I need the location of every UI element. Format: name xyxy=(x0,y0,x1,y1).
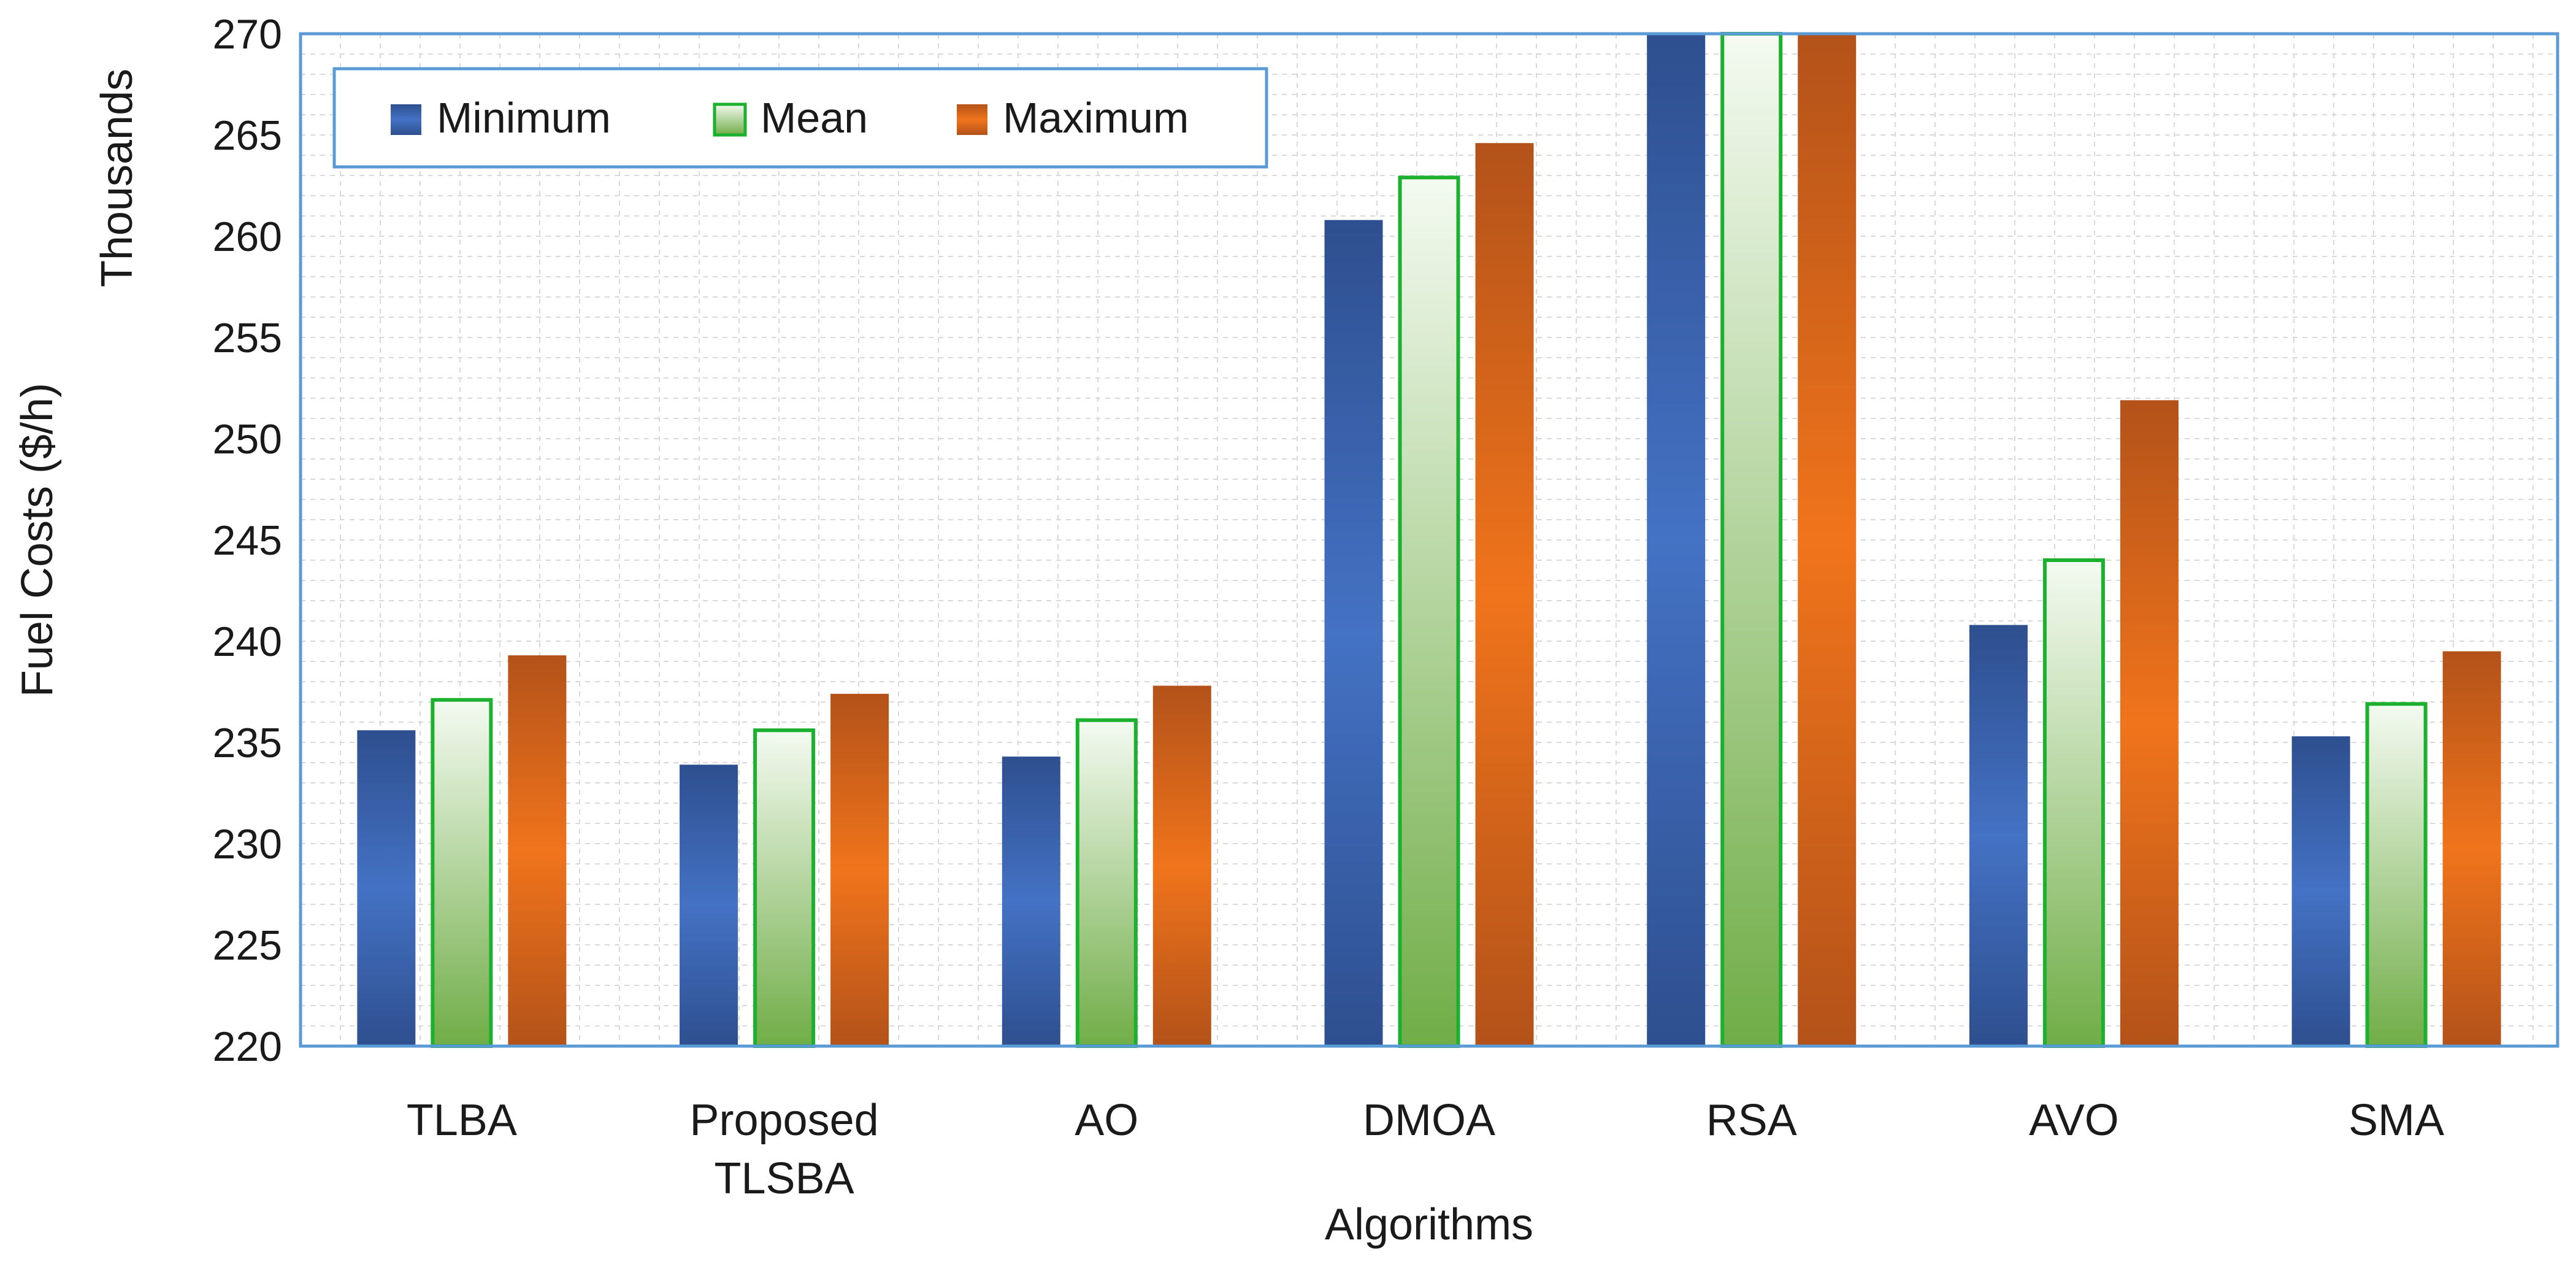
bar-minimum[interactable] xyxy=(2291,736,2350,1046)
x-axis-title: Algorithms xyxy=(1325,1200,1533,1249)
bar-maximum[interactable] xyxy=(1798,34,1857,1046)
legend-swatch xyxy=(957,104,987,135)
bar-maximum[interactable] xyxy=(2120,400,2179,1046)
bar-mean[interactable] xyxy=(1720,32,1783,1048)
y-tick-label: 265 xyxy=(213,112,282,159)
bar-group xyxy=(1647,32,1857,1048)
bar-group xyxy=(1324,143,1534,1048)
legend-swatch xyxy=(391,104,421,135)
legend-item-mean[interactable]: Mean xyxy=(713,94,868,142)
bar-mean[interactable] xyxy=(1075,718,1138,1048)
bar-maximum[interactable] xyxy=(830,693,889,1046)
legend-item-maximum[interactable]: Maximum xyxy=(957,94,1189,142)
bar-group xyxy=(680,693,889,1048)
x-tick-label: Proposed TLSBA xyxy=(689,1096,878,1203)
bars xyxy=(357,32,2501,1049)
bar-mean[interactable] xyxy=(2365,702,2428,1049)
y-tick-label: 260 xyxy=(213,214,282,260)
bar-group xyxy=(1969,400,2179,1048)
plot-frame xyxy=(299,32,2559,1048)
y-tick-label: 255 xyxy=(213,315,282,361)
bar-group xyxy=(2291,651,2501,1049)
legend-label: Mean xyxy=(761,94,868,142)
y-axis-unit-label: Thousands xyxy=(93,69,142,287)
y-axis-tick-labels: 220 225 230 235 240 245 250 255 260 265 270 xyxy=(213,11,282,1070)
y-tick-label: 245 xyxy=(213,517,282,564)
y-tick-label: 235 xyxy=(213,720,282,766)
legend-label: Minimum xyxy=(437,94,611,142)
y-tick-label: 250 xyxy=(213,416,282,463)
x-axis-tick-labels: TLBA Proposed TLSBA AO DMOA RSA AVO SMA xyxy=(407,1096,2444,1203)
y-tick-label: 270 xyxy=(213,11,282,58)
legend[interactable]: Minimum Mean Maximum xyxy=(332,67,1268,169)
x-tick-label: AO xyxy=(1075,1096,1138,1145)
x-tick-label: AVO xyxy=(2029,1096,2119,1145)
bar-mean[interactable] xyxy=(1398,175,1460,1048)
y-axis-title: Fuel Costs ($/h) xyxy=(13,383,62,697)
y-tick-label: 220 xyxy=(213,1023,282,1070)
x-tick-label: SMA xyxy=(2348,1096,2444,1145)
x-tick-label: DMOA xyxy=(1363,1096,1495,1145)
bar-minimum[interactable] xyxy=(357,730,416,1046)
bar-minimum[interactable] xyxy=(680,764,738,1046)
bar-group xyxy=(1002,685,1211,1048)
legend-box xyxy=(332,67,1268,169)
bar-minimum[interactable] xyxy=(1969,625,2028,1046)
bar-mean[interactable] xyxy=(431,698,493,1048)
legend-label: Maximum xyxy=(1003,94,1189,142)
bar-mean[interactable] xyxy=(2042,558,2105,1048)
bar-minimum[interactable] xyxy=(1324,220,1383,1047)
legend-swatch xyxy=(713,102,747,137)
legend-item-minimum[interactable]: Minimum xyxy=(391,94,611,142)
y-tick-label: 230 xyxy=(213,821,282,868)
bar-minimum[interactable] xyxy=(1647,34,1706,1046)
bar-maximum[interactable] xyxy=(1152,685,1211,1046)
bar-maximum[interactable] xyxy=(508,655,567,1046)
bar-maximum[interactable] xyxy=(1475,143,1534,1047)
bar-minimum[interactable] xyxy=(1002,757,1060,1046)
x-tick-label: TLBA xyxy=(407,1096,517,1145)
bar-maximum[interactable] xyxy=(2442,651,2501,1047)
bar-mean[interactable] xyxy=(753,728,816,1048)
x-tick-label: RSA xyxy=(1706,1096,1797,1145)
y-tick-label: 240 xyxy=(213,618,282,665)
y-tick-label: 225 xyxy=(213,922,282,969)
